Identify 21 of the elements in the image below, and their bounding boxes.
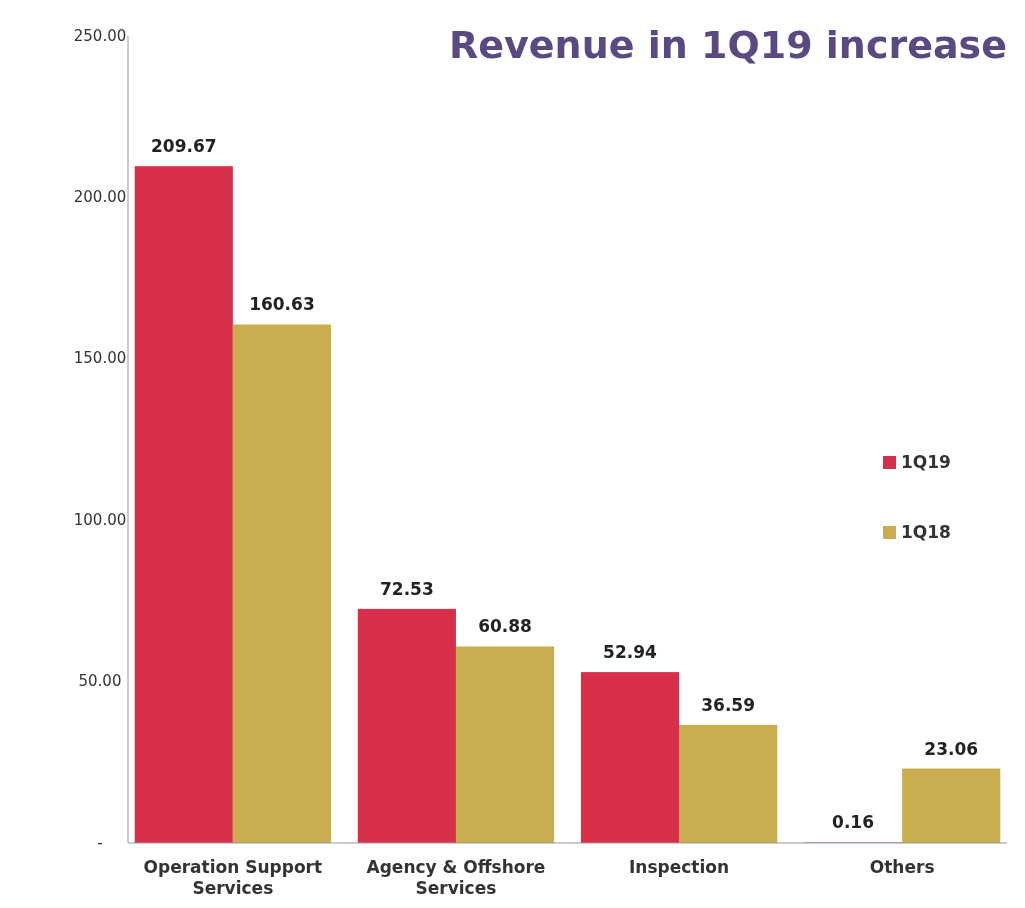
data-label: 52.94 [603,642,658,663]
data-label: 36.59 [701,694,756,715]
x-tick-label: Inspection [629,857,730,877]
x-tick-label: Operation Support Services [143,857,323,898]
data-label: 0.16 [832,812,875,833]
data-label: 23.06 [924,738,979,759]
x-tick-label: Others [869,857,935,877]
y-tick-label: 200.00 [73,187,127,206]
chart-title: Revenue in 1Q19 increase [449,23,1007,67]
data-label: 160.63 [249,294,315,315]
x-tick-label: Agency & Offshore Services [366,857,546,898]
y-tick-label: 50.00 [78,672,122,691]
y-tick-label: 250.00 [73,26,127,45]
legend-label: 1Q19 [901,452,951,472]
data-label: 60.88 [478,616,532,637]
y-tick-label: 150.00 [73,349,127,368]
y-tick-label: 100.00 [73,510,127,529]
data-label: 209.67 [150,136,217,157]
legend-label: 1Q18 [901,522,951,542]
y-tick-label: - [97,833,103,852]
data-label: 72.53 [379,578,434,599]
